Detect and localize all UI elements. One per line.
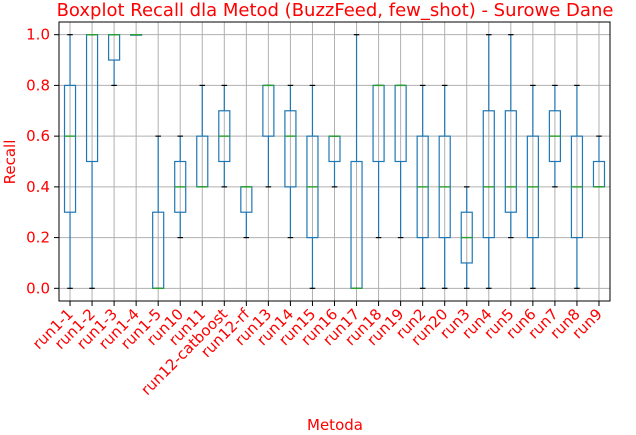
- x-axis-ticks: run1-1run1-2run1-3run1-4run1-5run10run11…: [29, 301, 606, 399]
- box-run2: [416, 84, 429, 289]
- box-run11: [196, 84, 209, 188]
- box-run1-1: [63, 34, 77, 289]
- y-tick-label: 0.0: [26, 279, 50, 297]
- box-run1-2: [85, 33, 99, 289]
- box-run7: [548, 84, 562, 188]
- box-run8: [570, 84, 584, 289]
- box-run12-rf: [240, 186, 253, 239]
- x-axis-label: Metoda: [307, 416, 363, 434]
- box-run14: [284, 84, 297, 239]
- box-run12-catboost: [218, 84, 231, 188]
- box-iqr: [63, 84, 77, 213]
- y-tick-label: 0.2: [26, 229, 50, 247]
- box-run4: [482, 34, 495, 289]
- box-iqr: [504, 110, 517, 213]
- box-run1-4: [130, 33, 143, 36]
- box-run1-3: [107, 33, 121, 87]
- box-run13: [262, 84, 275, 188]
- box-run18: [372, 84, 385, 239]
- box-run9: [592, 135, 606, 188]
- y-tick-label: 0.4: [26, 178, 50, 196]
- box-run10: [174, 135, 187, 239]
- y-axis-ticks: 0.0 0.2 0.4 0.6 0.8 1.0: [26, 26, 59, 297]
- chart-title: Boxplot Recall dla Metod (BuzzFeed, few_…: [57, 0, 614, 21]
- box-run6: [526, 84, 539, 289]
- box-run20: [438, 84, 451, 289]
- box-run16: [328, 135, 341, 188]
- y-tick-label: 1.0: [26, 26, 50, 44]
- y-axis-label: Recall: [1, 140, 19, 185]
- box-run1-5: [152, 135, 165, 290]
- box-iqr: [284, 110, 297, 188]
- boxes: [63, 33, 606, 290]
- box-run17: [350, 34, 363, 290]
- box-run15: [306, 84, 319, 289]
- box-run5: [504, 34, 517, 239]
- box-iqr: [482, 110, 495, 239]
- box-run3: [460, 186, 473, 289]
- y-tick-label: 0.8: [26, 76, 50, 94]
- box-run19: [394, 84, 407, 239]
- y-tick-label: 0.6: [26, 127, 50, 145]
